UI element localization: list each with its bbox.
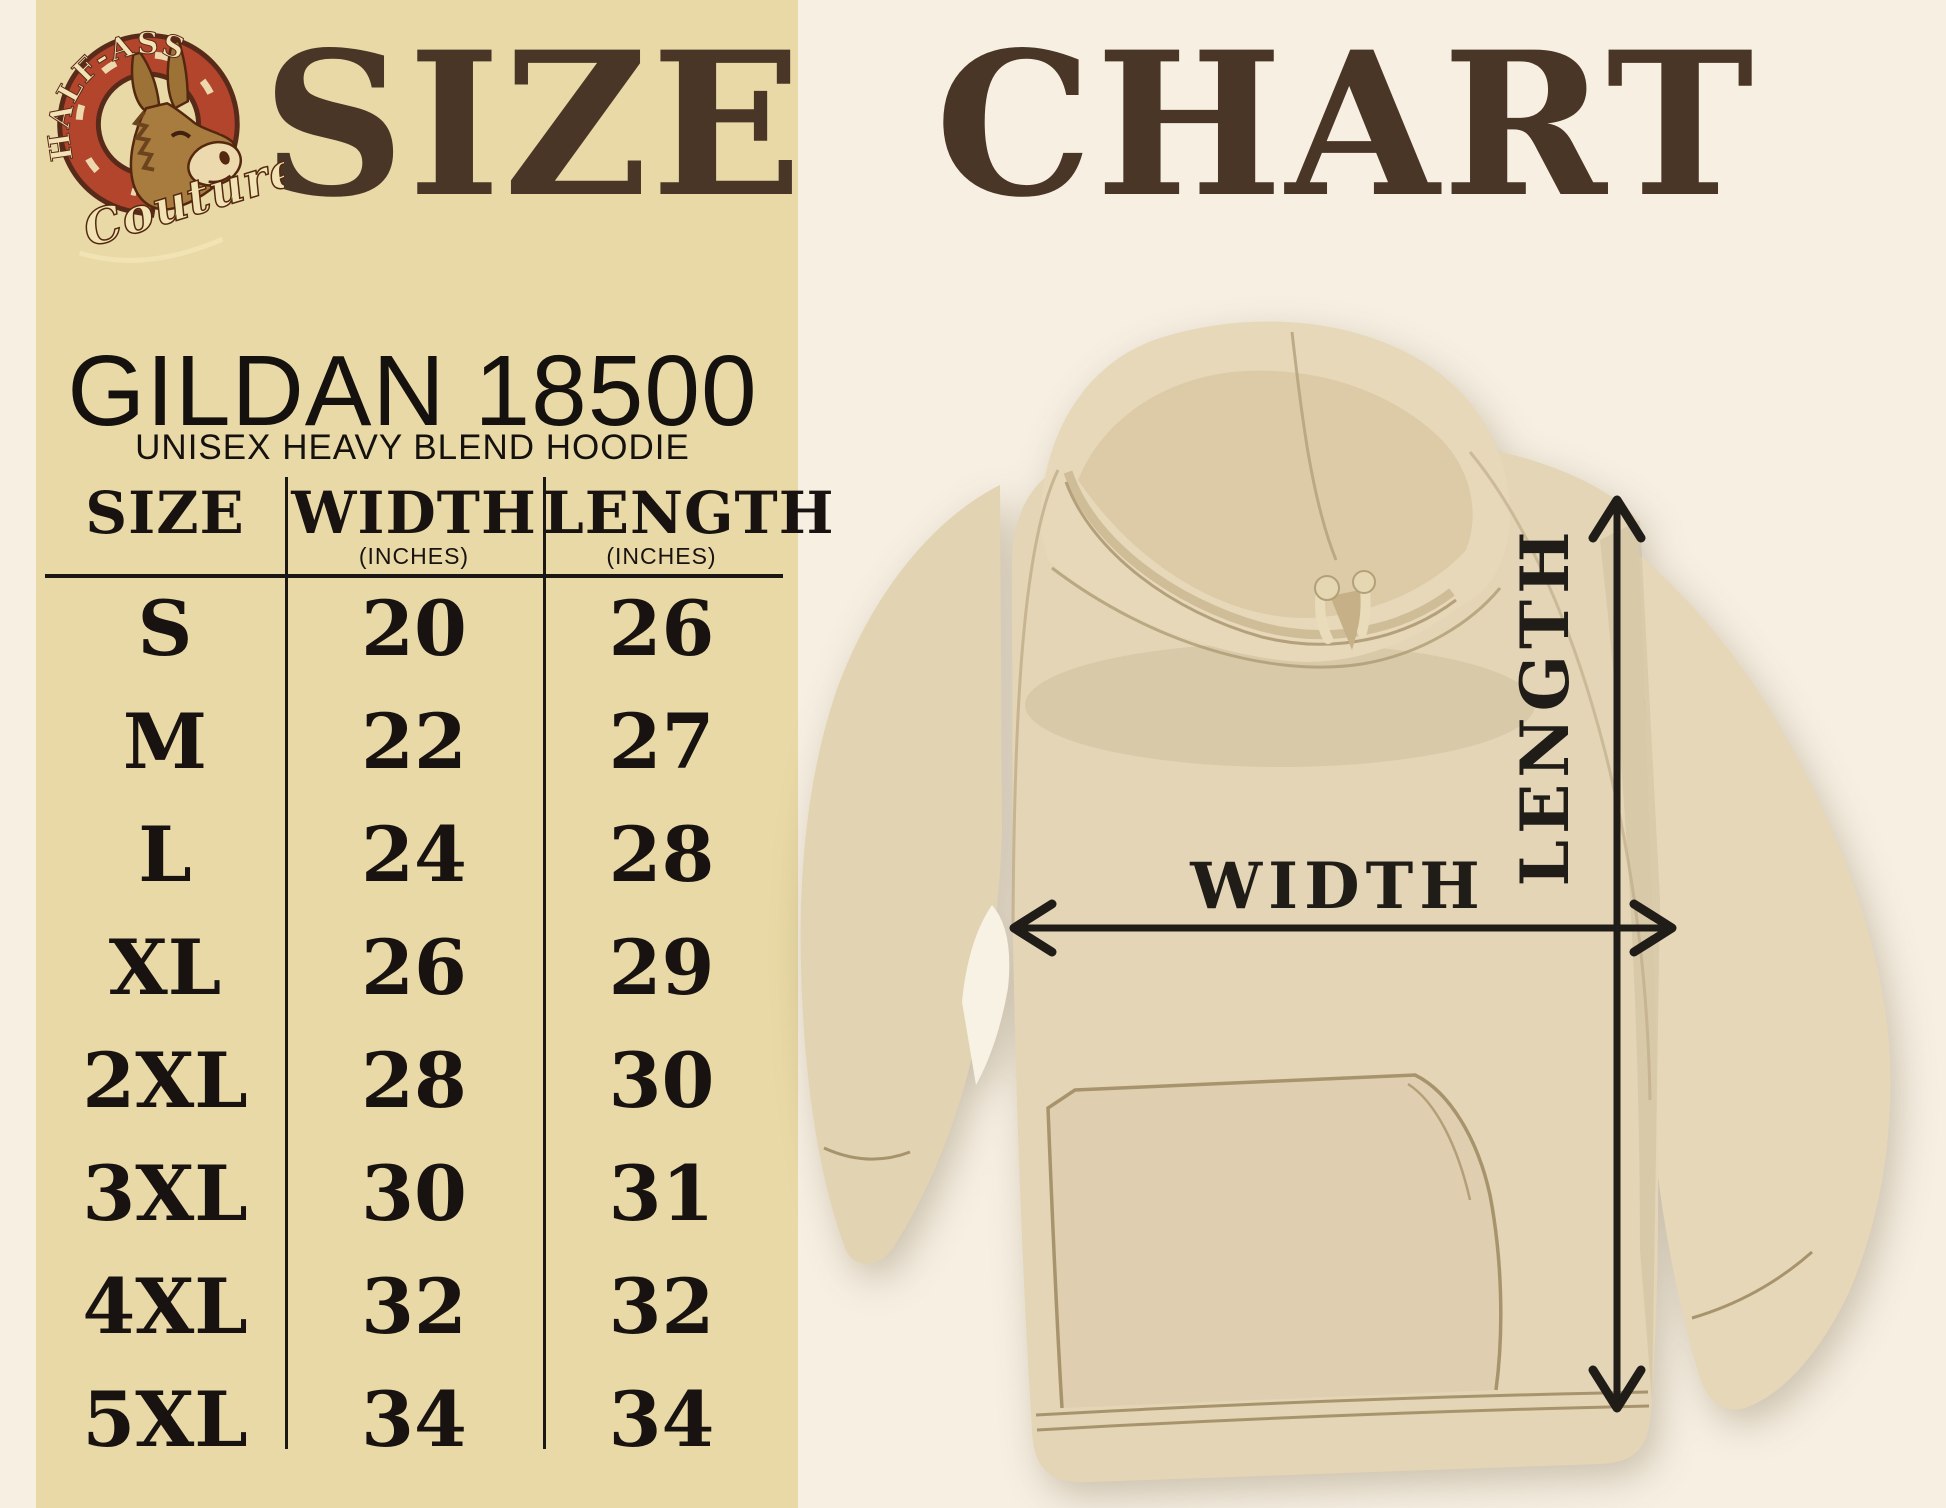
page-title: SIZE CHART — [262, 8, 1757, 241]
neck-notch — [1330, 588, 1370, 650]
table-row: 4XL 32 32 — [82, 1262, 715, 1351]
donkey-mane — [131, 110, 155, 172]
measurement-arrows — [1009, 495, 1677, 1413]
table-row: 5XL 34 34 — [82, 1375, 715, 1464]
chest-shadow — [1025, 643, 1535, 767]
header-underline — [45, 574, 783, 578]
donkey-muzzle — [187, 140, 242, 187]
hoodie-left-sleeve — [800, 485, 1002, 1264]
hood-interior — [1078, 370, 1473, 619]
right-armhole-seam — [1468, 451, 1652, 1101]
width-label: WIDTH — [1189, 849, 1485, 924]
width-arrowhead-left — [1009, 899, 1057, 957]
hoodie-body — [1012, 440, 1659, 1483]
table-row: L 24 28 — [138, 810, 715, 899]
right-cuff-seam — [1691, 1250, 1813, 1320]
length-arrowhead-top — [1588, 495, 1646, 543]
hem-stitch-1 — [1035, 1390, 1649, 1417]
armpit-gap — [962, 905, 1010, 1085]
header-size: SIZE — [85, 479, 245, 547]
length-arrowhead-bottom — [1588, 1365, 1646, 1413]
table-row: S 20 26 — [137, 584, 715, 673]
column-divider-2 — [543, 477, 546, 1449]
length-label: LENGTH — [1506, 526, 1584, 887]
donkey-head-icon — [129, 39, 242, 211]
hood-center-seam — [1290, 331, 1338, 561]
left-tan-panel — [36, 0, 798, 1508]
column-divider-1 — [285, 477, 288, 1449]
donkey-nostril — [219, 151, 230, 165]
donkey-mouth — [208, 174, 232, 184]
size-table-body: S 20 26 M 22 27 L 24 28 XL 26 29 2XL 28 … — [45, 572, 780, 1476]
logo-script-swash — [78, 236, 224, 263]
pocket-stitch — [1407, 1082, 1472, 1201]
hem-stitch-2 — [1036, 1404, 1650, 1432]
hoodie-illustration — [800, 321, 1891, 1483]
table-row: 2XL 28 30 — [82, 1036, 715, 1125]
header-width: WIDTH (INCHES) — [291, 479, 537, 569]
hood-opening-rim — [1063, 470, 1455, 640]
width-arrowhead-right — [1629, 899, 1677, 957]
neckline-seam — [1051, 566, 1502, 669]
table-row: 3XL 30 31 — [82, 1149, 715, 1238]
table-row: M 22 27 — [122, 697, 715, 786]
donkey-ear-right — [166, 39, 190, 110]
product-name: GILDAN 18500 — [67, 335, 758, 447]
horseshoe-nail-slots — [75, 51, 222, 196]
hood-opening-stitch — [1064, 481, 1457, 646]
donkey-eye — [170, 130, 192, 139]
left-cuff-seam — [823, 1146, 911, 1161]
drawstring-knot-left — [1314, 575, 1340, 601]
left-armhole-seam — [1011, 469, 1060, 931]
side-shadow — [1600, 520, 1660, 1400]
kangaroo-pocket — [1046, 1073, 1503, 1409]
table-row: XL 26 29 — [108, 923, 715, 1012]
drawstring-knot-right — [1352, 570, 1376, 594]
product-subtitle: UNISEX HEAVY BLEND HOODIE — [135, 428, 690, 467]
